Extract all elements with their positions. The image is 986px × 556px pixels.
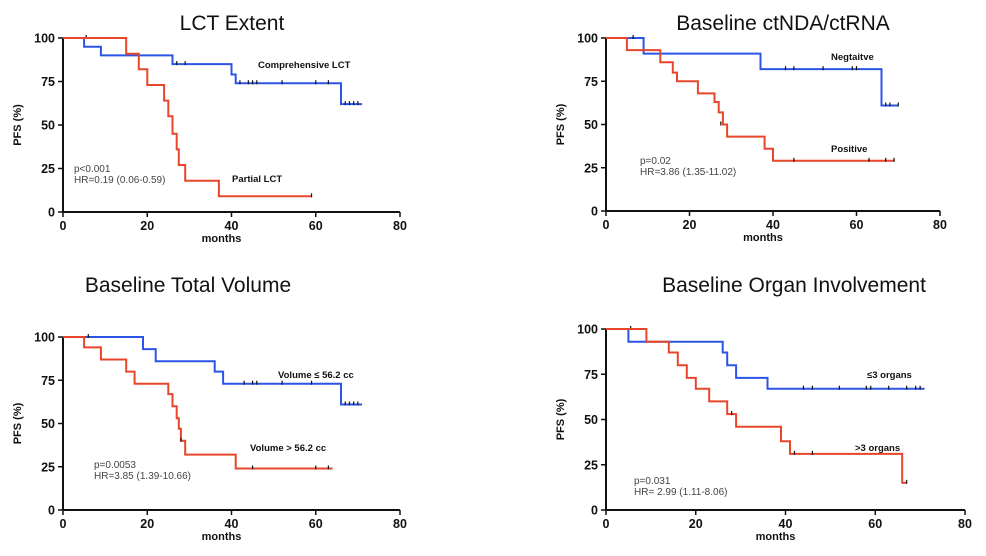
- series-label: Volume > 56.2 cc: [250, 443, 326, 454]
- y-tick-label: 100: [577, 323, 598, 337]
- y-tick-label: 75: [41, 75, 55, 89]
- y-tick-label: 0: [591, 205, 598, 219]
- x-tick-label: 40: [225, 219, 239, 233]
- series-label: Volume ≤ 56.2 cc: [278, 370, 354, 381]
- x-tick-label: 60: [309, 219, 323, 233]
- x-tick-label: 60: [850, 218, 864, 232]
- x-tick-label: 80: [393, 517, 407, 531]
- km-curve-blue: [606, 328, 925, 390]
- x-tick-label: 60: [868, 517, 882, 531]
- km-curve-red: [606, 328, 907, 484]
- chart-title: Baseline Total Volume: [85, 274, 291, 297]
- x-tick-label: 40: [766, 218, 780, 232]
- chart-title: Baseline Organ Involvement: [662, 274, 926, 297]
- series-label: Positive: [831, 144, 867, 155]
- x-tick-label: 0: [603, 218, 610, 232]
- x-tick-label: 80: [958, 517, 972, 531]
- hazard-ratio: HR=3.86 (1.35-11.02): [640, 167, 736, 178]
- y-tick-label: 100: [34, 32, 55, 46]
- p-value: p=0.031: [634, 476, 671, 487]
- x-tick-label: 20: [140, 517, 154, 531]
- chart-title: Baseline ctNDA/ctRNA: [676, 12, 890, 35]
- y-tick-label: 50: [41, 119, 55, 133]
- y-axis-label: PFS (%): [555, 398, 567, 440]
- series-label: ≤3 organs: [867, 370, 912, 381]
- series-label: Comprehensive LCT: [258, 60, 351, 71]
- y-tick-label: 75: [584, 75, 598, 89]
- y-axis-label: PFS (%): [555, 103, 567, 145]
- hazard-ratio: HR=3.85 (1.39-10.66): [94, 471, 191, 482]
- y-tick-label: 0: [48, 504, 55, 518]
- y-tick-label: 50: [584, 118, 598, 132]
- km-curve-blue: [63, 37, 363, 106]
- p-value: p=0.0053: [94, 460, 136, 471]
- y-tick-label: 25: [41, 162, 55, 176]
- x-tick-label: 40: [779, 517, 793, 531]
- y-tick-label: 50: [41, 417, 55, 431]
- y-tick-label: 0: [48, 206, 55, 220]
- y-tick-label: 100: [34, 331, 55, 345]
- series-label: Partial LCT: [232, 174, 282, 185]
- km-panel-3: Baseline Total Volume 0 20 40 60 80 0 25 50 75 100…: [12, 274, 407, 543]
- x-axis-label: months: [202, 233, 242, 245]
- y-tick-label: 75: [41, 374, 55, 388]
- series-label: Negtaitve: [831, 52, 874, 63]
- x-tick-label: 60: [309, 517, 323, 531]
- hazard-ratio: HR= 2.99 (1.11-8.06): [634, 487, 727, 498]
- x-axis-label: months: [202, 531, 242, 543]
- y-tick-label: 75: [584, 368, 598, 382]
- y-tick-label: 0: [591, 504, 598, 518]
- x-tick-label: 40: [225, 517, 239, 531]
- y-tick-label: 25: [584, 161, 598, 175]
- x-tick-label: 80: [393, 219, 407, 233]
- hazard-ratio: HR=0.19 (0.06-0.59): [74, 175, 165, 186]
- series-label: >3 organs: [855, 443, 900, 454]
- y-axis-label: PFS (%): [12, 104, 24, 146]
- x-tick-label: 0: [60, 219, 67, 233]
- y-tick-label: 25: [584, 458, 598, 472]
- km-panel-2: Baseline ctNDA/ctRNA 0 20 40 60 80 0 25 50 75 100 m…: [555, 12, 947, 244]
- x-tick-label: 0: [603, 517, 610, 531]
- x-tick-label: 20: [689, 517, 703, 531]
- y-tick-label: 25: [41, 460, 55, 474]
- y-axis-label: PFS (%): [12, 402, 24, 444]
- km-curve-red: [606, 37, 895, 162]
- x-tick-label: 80: [933, 218, 947, 232]
- km-curve-red: [63, 336, 333, 470]
- km-panel-1: LCT Extent 0 20 40 60 80 0 25 50 75 100 months PFS (…: [12, 12, 407, 245]
- x-tick-label: 0: [60, 517, 67, 531]
- km-curve-red: [63, 37, 312, 198]
- km-curve-blue: [63, 336, 363, 406]
- y-tick-label: 50: [584, 413, 598, 427]
- km-curve-blue: [606, 37, 899, 107]
- x-axis-label: months: [756, 531, 796, 543]
- x-axis-label: months: [743, 232, 783, 244]
- p-value: p=0.02: [640, 156, 671, 167]
- chart-title: LCT Extent: [180, 12, 285, 35]
- x-tick-label: 20: [683, 218, 697, 232]
- km-panel-4: Baseline Organ Involvement 0 20 40 60 80 0 25 50…: [555, 274, 972, 543]
- x-tick-label: 20: [140, 219, 154, 233]
- p-value: p<0.001: [74, 164, 111, 175]
- y-tick-label: 100: [577, 32, 598, 46]
